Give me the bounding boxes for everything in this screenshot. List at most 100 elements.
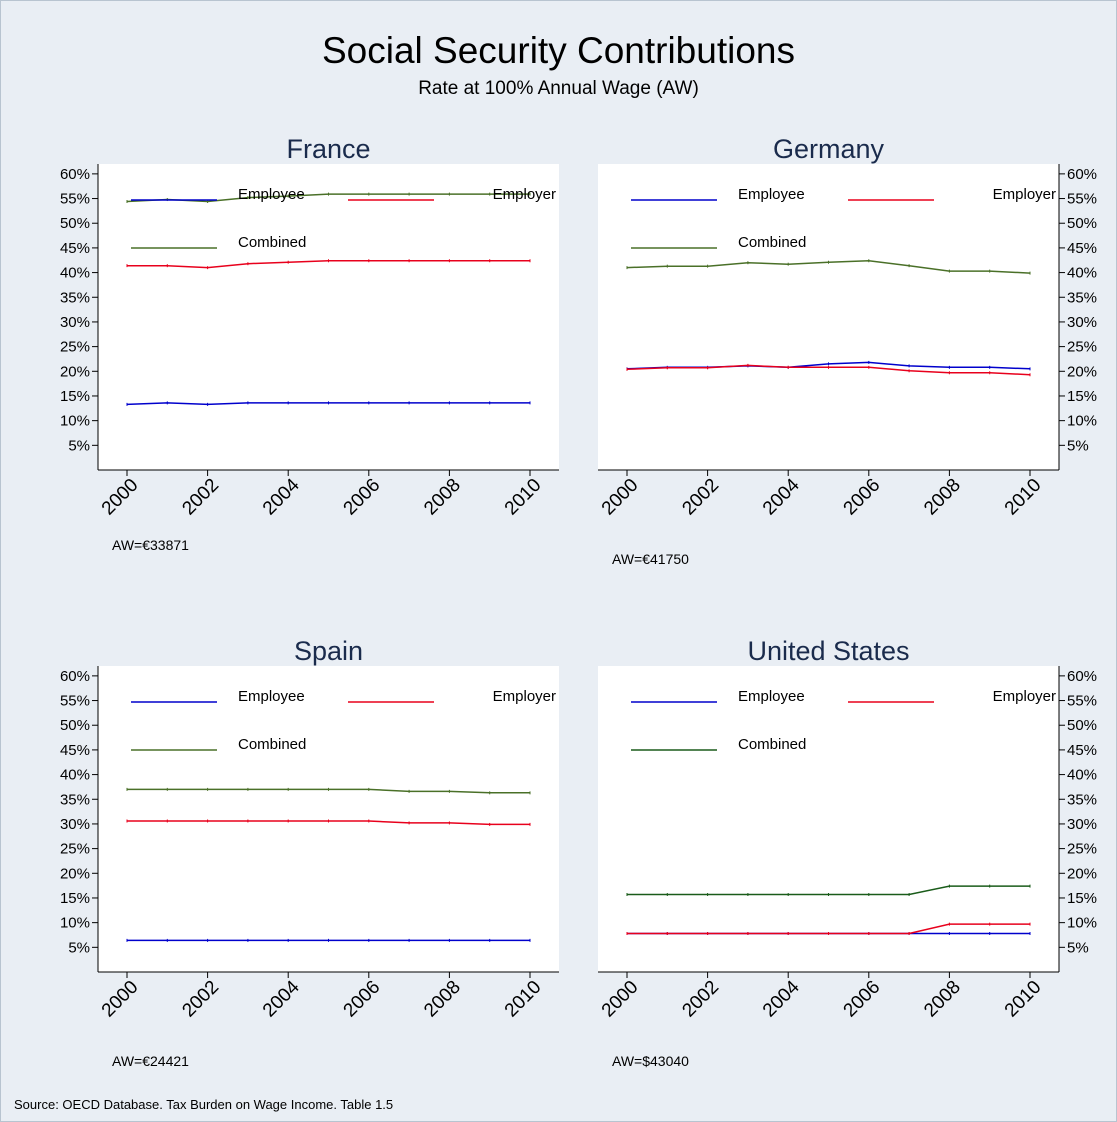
germany-x-tick-label: 2000 [598,475,643,520]
spain-chart: Spain 5% 10% 15% 20% 25% 30% 35% 40% 45% 50% 55% 60%… [60,636,559,1069]
france-x-tick-label: 2008 [420,475,465,520]
spain-legend-label-employee: Employee [238,688,305,705]
germany-y-tick-label: 60% [1067,166,1097,183]
germany-y-tick-label: 10% [1067,413,1097,430]
france-x-tick-label: 2010 [501,475,546,520]
france-y-tick-label: 35% [60,289,90,306]
germany-x-tick-label: 2004 [759,474,804,519]
germany-aw-note: AW=€41750 [612,551,689,567]
france-y-tick-label: 15% [60,388,90,405]
united-states-y-tick-label: 30% [1067,816,1097,833]
germany-y-tick-label: 25% [1067,339,1097,356]
spain-x-tick-label: 2006 [340,977,385,1022]
germany-plot-area [598,164,1059,470]
spain-y-tick-label: 50% [60,717,90,734]
france-y-tick-label: 45% [60,240,90,257]
spain-aw-note: AW=€24421 [112,1053,189,1069]
united-states-y-tick-label: 45% [1067,742,1097,759]
germany-y-tick-label: 55% [1067,191,1097,208]
united-states-panel-title: United States [747,636,909,666]
france-legend-label-employer: Employer [493,186,556,203]
france-y-tick-label: 5% [68,437,90,454]
united-states-x-tick-label: 2006 [840,977,885,1022]
france-y-tick-label: 40% [60,265,90,282]
united-states-y-tick-label: 50% [1067,717,1097,734]
germany-legend-label-combined: Combined [738,234,806,251]
united-states-y-tick-label: 60% [1067,668,1097,685]
germany-legend-label-employee: Employee [738,186,805,203]
spain-y-tick-label: 40% [60,767,90,784]
germany-y-tick-label: 35% [1067,289,1097,306]
germany-x-tick-label: 2006 [840,475,885,520]
spain-y-tick-label: 55% [60,693,90,710]
spain-y-tick-label: 25% [60,841,90,858]
france-y-tick-label: 50% [60,215,90,232]
spain-panel-title: Spain [294,636,363,666]
united-states-x-tick-label: 2010 [1001,977,1046,1022]
germany-y-tick-label: 20% [1067,363,1097,380]
united-states-x-tick-label: 2000 [598,977,643,1022]
spain-y-tick-label: 30% [60,816,90,833]
united-states-y-tick-label: 10% [1067,915,1097,932]
united-states-legend-label-employer: Employer [993,688,1056,705]
germany-y-tick-label: 5% [1067,437,1089,454]
france-aw-note: AW=€33871 [112,537,189,553]
united-states-y-tick-label: 5% [1067,939,1089,956]
germany-x-tick-label: 2002 [678,475,723,520]
united-states-y-tick-label: 25% [1067,841,1097,858]
spain-x-tick-label: 2004 [259,976,304,1021]
germany-x-tick-label: 2008 [920,475,965,520]
main-subtitle: Rate at 100% Annual Wage (AW) [418,78,699,99]
spain-x-tick-label: 2008 [420,977,465,1022]
france-y-tick-label: 25% [60,339,90,356]
spain-x-tick-label: 2010 [501,977,546,1022]
united-states-y-tick-label: 55% [1067,693,1097,710]
spain-y-tick-label: 35% [60,791,90,808]
spain-y-tick-label: 15% [60,890,90,907]
germany-y-tick-label: 50% [1067,215,1097,232]
united-states-aw-note: AW=$43040 [612,1053,689,1069]
united-states-y-tick-label: 20% [1067,865,1097,882]
france-y-tick-label: 60% [60,166,90,183]
france-legend-label-employee: Employee [238,186,305,203]
spain-legend-label-employer: Employer [493,688,556,705]
germany-y-tick-label: 45% [1067,240,1097,257]
france-chart: France 5% 10% 15% 20% 25% 30% 35% 40% 45% 50% 55% 60… [60,134,559,553]
germany-y-tick-label: 15% [1067,388,1097,405]
united-states-legend-label-combined: Combined [738,736,806,753]
france-y-tick-label: 10% [60,413,90,430]
main-title: Social Security Contributions [322,30,795,71]
france-x-tick-label: 2004 [259,474,304,519]
spain-x-tick-label: 2002 [178,977,223,1022]
spain-y-tick-label: 60% [60,668,90,685]
united-states-x-tick-label: 2002 [678,977,723,1022]
spain-legend-label-combined: Combined [238,736,306,753]
germany-legend-label-employer: Employer [993,186,1056,203]
united-states-plot-area [598,666,1059,972]
france-legend-label-combined: Combined [238,234,306,251]
spain-y-tick-label: 45% [60,742,90,759]
united-states-chart: United States 5% 10% 15% 20% 25% 30% 35% 40% 45% 5… [598,636,1097,1069]
france-y-tick-label: 20% [60,363,90,380]
germany-y-tick-label: 40% [1067,265,1097,282]
united-states-y-tick-label: 35% [1067,791,1097,808]
germany-panel-title: Germany [773,134,885,164]
germany-chart: Germany 5% 10% 15% 20% 25% 30% 35% 40% 45% 50% 55% 6… [598,134,1097,567]
germany-x-tick-label: 2010 [1001,475,1046,520]
spain-y-tick-label: 20% [60,865,90,882]
france-plot-area [98,164,559,470]
united-states-x-tick-label: 2008 [920,977,965,1022]
spain-x-tick-label: 2000 [98,977,143,1022]
united-states-y-tick-label: 40% [1067,767,1097,784]
germany-y-tick-label: 30% [1067,314,1097,331]
france-x-tick-label: 2002 [178,475,223,520]
spain-plot-area [98,666,559,972]
france-x-tick-label: 2000 [98,475,143,520]
united-states-legend-label-employee: Employee [738,688,805,705]
united-states-x-tick-label: 2004 [759,976,804,1021]
france-x-tick-label: 2006 [340,475,385,520]
france-y-tick-label: 55% [60,191,90,208]
france-y-tick-label: 30% [60,314,90,331]
france-panel-title: France [286,134,370,164]
spain-y-tick-label: 5% [68,939,90,956]
